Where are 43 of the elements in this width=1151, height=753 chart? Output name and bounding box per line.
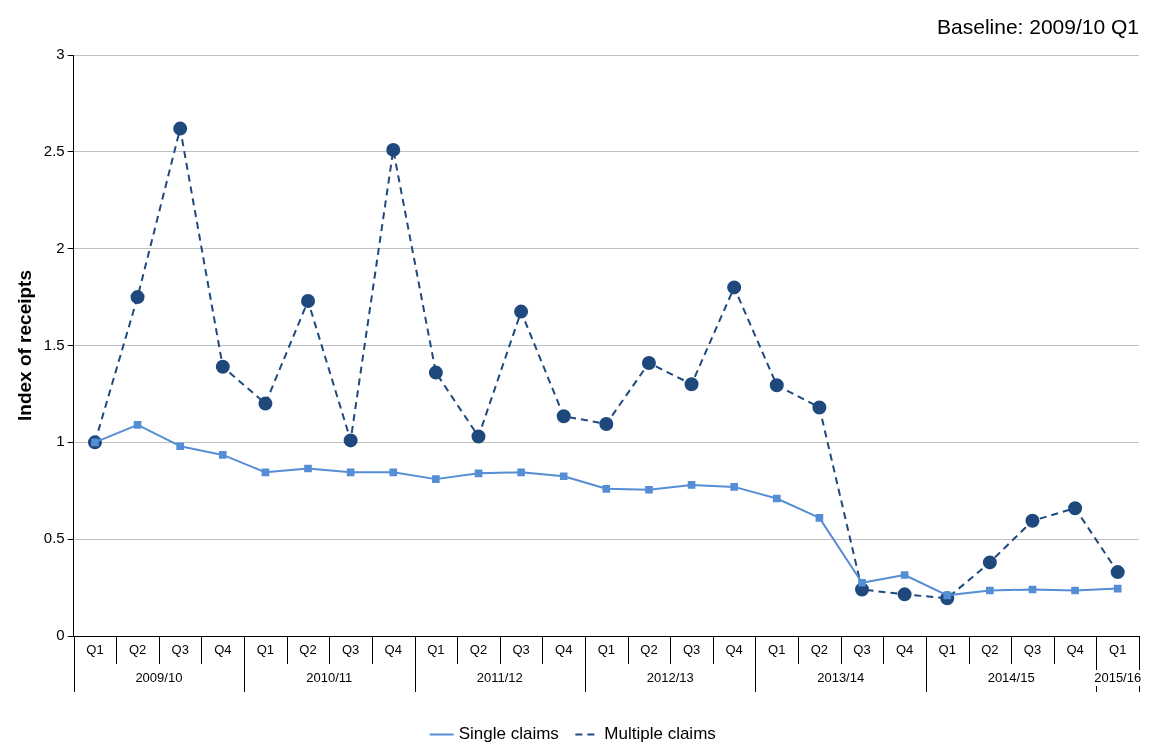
y-tick-label: 1.5	[43, 335, 65, 353]
x-tick-label: Q2	[128, 641, 147, 657]
text: 2009/10	[135, 669, 183, 685]
x-tick-label: Q2	[469, 641, 488, 657]
legend-label: Multiple claims	[604, 724, 716, 744]
x-tick-label: Q1	[86, 641, 104, 657]
y-tick-label: 0.5	[43, 529, 65, 547]
x-tick-label: Q2	[810, 641, 829, 657]
x-tick-label: Q4	[555, 641, 573, 657]
legend-label: Single claims	[458, 724, 559, 744]
text: 2012/13	[646, 669, 694, 685]
x-tick-label: Q2	[981, 641, 999, 657]
x-tick-label: Q1	[597, 641, 615, 657]
x-tick-label: Q4	[725, 641, 743, 657]
x-tick-label: Q3	[512, 641, 530, 657]
x-tick-label: Q2	[640, 641, 658, 657]
text: 2011/12	[476, 669, 523, 685]
x-tick-label: Q1	[1109, 641, 1127, 657]
x-tick-label: Q4	[214, 641, 232, 657]
x-tick-label: Q3	[171, 641, 189, 657]
y-tick-label: 2.5	[43, 141, 65, 159]
y-axis-title: Index of receipts	[13, 270, 35, 421]
y-tick-label: 1	[56, 432, 65, 450]
x-tick-label: Q4	[1066, 641, 1084, 657]
x-tick-label: Q4	[384, 641, 402, 657]
y-tick-label: 0	[56, 626, 65, 644]
x-tick-label: Q3	[853, 641, 871, 657]
x-tick-label: Q3	[1023, 641, 1042, 657]
text: 2010/11	[306, 669, 353, 685]
text: 2015/16	[1094, 669, 1142, 685]
text: Baseline: 2009/10 Q1	[937, 15, 1139, 38]
x-tick-label: Q2	[299, 641, 317, 657]
x-tick-label: Q3	[341, 641, 360, 657]
y-tick-label: 2	[56, 238, 65, 256]
x-tick-label: Q4	[895, 641, 914, 657]
x-tick-label: Q1	[938, 641, 956, 657]
text: 2014/15	[987, 669, 1035, 685]
x-tick-label: Q1	[768, 641, 786, 657]
x-tick-label: Q3	[682, 641, 701, 657]
y-tick-label: 3	[56, 45, 65, 63]
x-tick-label: Q1	[427, 641, 445, 657]
x-tick-label: Q1	[256, 641, 275, 657]
text: 2013/14	[817, 669, 865, 685]
